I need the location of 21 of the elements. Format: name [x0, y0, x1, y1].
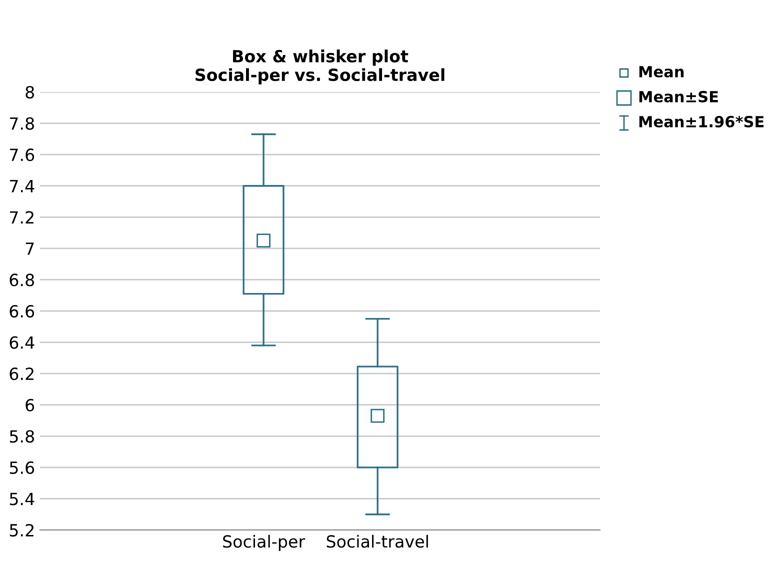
y-tick-label: 6.6 [10, 304, 34, 318]
y-tick-label: 5.6 [10, 461, 34, 474]
y-tick-label: 5.4 [10, 492, 34, 506]
y-tick-label: 7.2 [10, 211, 34, 224]
y-tick-label: 8 [26, 86, 34, 99]
x-tick-label: Social-per [223, 534, 306, 551]
y-tick-label: 5.8 [10, 430, 34, 443]
text: Mean±SE [639, 90, 718, 102]
text: Mean [639, 66, 684, 78]
y-tick-label: 7 [26, 242, 34, 255]
chart-title: Box & whisker plot Social-per vs. Social-travel [196, 50, 444, 84]
y-tick-label: 6 [26, 398, 34, 412]
text: Mean±1.96*SE [639, 116, 764, 128]
x-tick-label: Social-travel [326, 534, 428, 548]
y-tick-label: 6.8 [10, 274, 34, 286]
y-tick-label: 7.4 [10, 180, 34, 192]
y-tick-label: 6.2 [10, 368, 34, 380]
y-tick-label: 7.6 [10, 148, 34, 162]
y-tick-label: 6.4 [10, 336, 34, 349]
y-tick-label: 7.8 [10, 117, 34, 130]
y-tick-label: 5.2 [10, 524, 34, 537]
